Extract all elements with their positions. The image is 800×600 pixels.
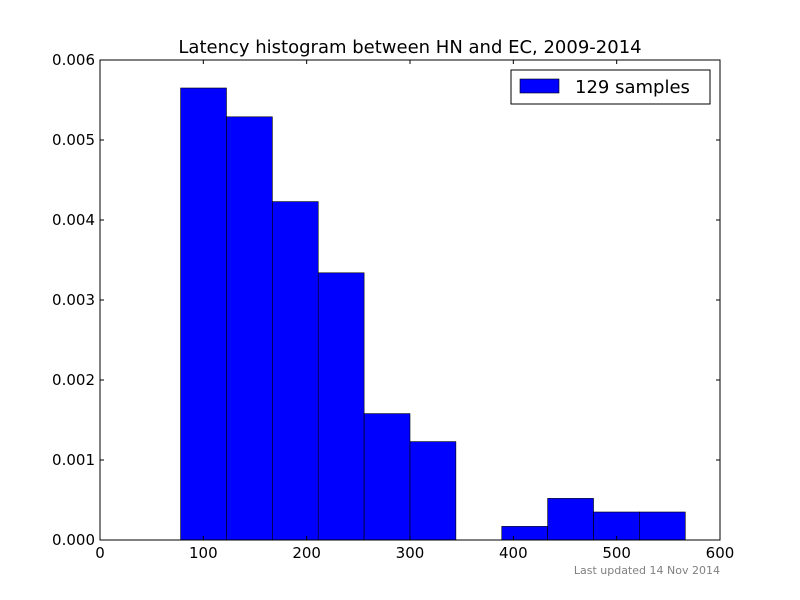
chart-title: Latency histogram between HN and EC, 200…: [178, 37, 641, 58]
y-tick-label: 0.002: [52, 371, 95, 389]
histogram-bar: [226, 116, 273, 541]
histogram-bar: [180, 87, 227, 541]
histogram-bar: [363, 413, 411, 541]
y-tick-label: 0.000: [52, 531, 95, 549]
y-tick-label: 0.004: [52, 211, 95, 229]
y-tick-label: 0.003: [52, 291, 95, 309]
histogram-bar: [501, 526, 548, 541]
y-tick-label: 0.001: [52, 451, 95, 469]
ticks-group: 0 100 200 300 400 500 600 0.000 0.001 0.002 0.003 0…: [52, 51, 734, 562]
legend: 129 samples: [510, 69, 711, 105]
x-tick-label: 100: [189, 544, 218, 562]
y-tick-label: 0.005: [52, 131, 95, 149]
x-tick-label: 500: [602, 544, 631, 562]
histogram-bar: [547, 498, 594, 541]
histogram-bar: [409, 441, 457, 541]
legend-label: 129 samples: [575, 77, 690, 98]
bars-group: [180, 87, 686, 541]
plot-frame: [99, 59, 721, 541]
last-updated-note: Last updated 14 Nov 2014: [574, 564, 720, 577]
histogram-bar: [639, 511, 686, 541]
legend-swatch: [519, 78, 560, 94]
histogram-bar: [272, 201, 319, 541]
x-tick-label: 600: [706, 544, 735, 562]
x-tick-label: 400: [499, 544, 528, 562]
x-tick-label: 200: [292, 544, 321, 562]
x-tick-label: 300: [396, 544, 425, 562]
histogram-bar: [593, 511, 640, 541]
y-tick-label: 0.006: [52, 51, 95, 69]
x-tick-label: 0: [95, 544, 105, 562]
histogram-bar: [317, 272, 365, 541]
